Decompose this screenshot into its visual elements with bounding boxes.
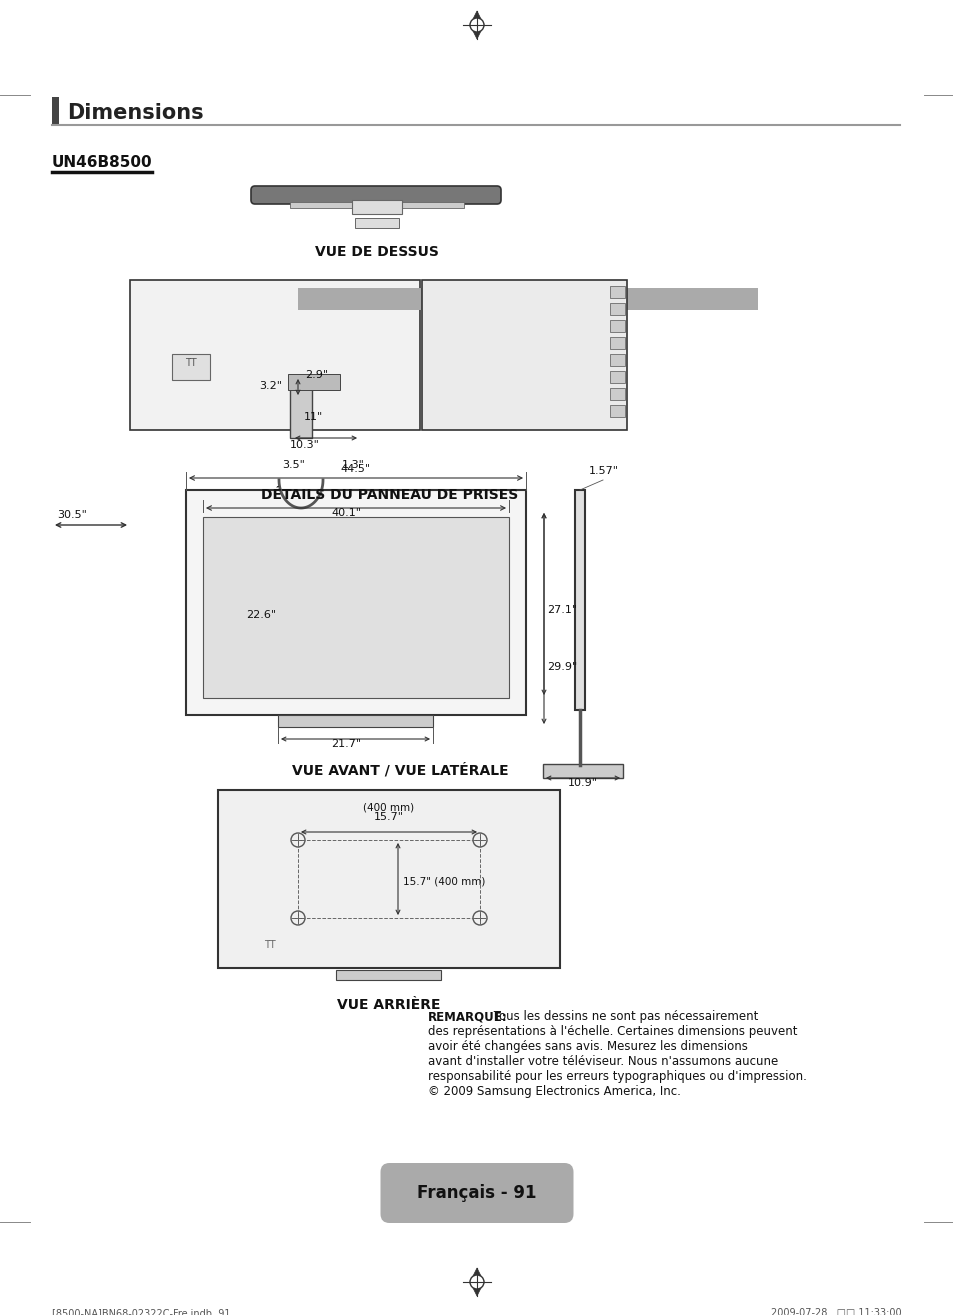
- Text: Français - 91: Français - 91: [416, 1184, 537, 1202]
- Bar: [186, 490, 525, 715]
- FancyBboxPatch shape: [380, 1162, 573, 1223]
- Text: Dimensions: Dimensions: [67, 103, 203, 124]
- Text: DÉTAILS DU PANNEAU DE PRISES: DÉTAILS DU PANNEAU DE PRISES: [261, 488, 518, 502]
- Text: © 2009 Samsung Electronics America, Inc.: © 2009 Samsung Electronics America, Inc.: [428, 1085, 680, 1098]
- Bar: [288, 373, 339, 391]
- Text: TT: TT: [185, 358, 196, 368]
- Bar: [609, 354, 624, 366]
- Text: 29.9": 29.9": [546, 661, 577, 672]
- Text: 3.5": 3.5": [282, 460, 305, 469]
- Bar: [297, 288, 758, 310]
- Text: 11": 11": [304, 412, 323, 422]
- Bar: [203, 517, 509, 698]
- Bar: [172, 354, 210, 380]
- Text: 2009-07-28   □□ 11:33:00: 2009-07-28 □□ 11:33:00: [771, 1308, 901, 1315]
- Polygon shape: [470, 11, 483, 39]
- Text: VUE ARRIÈRE: VUE ARRIÈRE: [337, 998, 440, 1013]
- Text: 40.1": 40.1": [331, 508, 360, 518]
- Bar: [130, 280, 419, 430]
- Text: 22.6": 22.6": [246, 609, 275, 619]
- Bar: [609, 285, 624, 299]
- Bar: [609, 388, 624, 400]
- Text: TT: TT: [264, 940, 275, 949]
- Bar: [355, 218, 398, 227]
- Bar: [352, 200, 401, 214]
- Text: 10.9": 10.9": [567, 778, 598, 788]
- Text: 30.5": 30.5": [57, 510, 87, 519]
- Bar: [609, 320, 624, 331]
- Text: VUE AVANT / VUE LATÉRALE: VUE AVANT / VUE LATÉRALE: [292, 763, 508, 777]
- Text: 1.3": 1.3": [341, 460, 364, 469]
- Bar: [542, 764, 622, 778]
- Bar: [52, 97, 59, 125]
- Text: UN46B8500: UN46B8500: [52, 155, 152, 170]
- Text: responsabilité pour les erreurs typographiques ou d'impression.: responsabilité pour les erreurs typograp…: [428, 1070, 806, 1084]
- Bar: [290, 203, 463, 208]
- Text: 3.2": 3.2": [258, 381, 282, 391]
- Bar: [290, 380, 312, 438]
- Text: avant d'installer votre téléviseur. Nous n'assumons aucune: avant d'installer votre téléviseur. Nous…: [428, 1055, 778, 1068]
- Text: 10.3": 10.3": [290, 441, 319, 450]
- Text: REMARQUE:: REMARQUE:: [428, 1010, 507, 1023]
- Text: 15.7": 15.7": [374, 811, 403, 822]
- Bar: [277, 715, 433, 727]
- Circle shape: [470, 1276, 483, 1289]
- Circle shape: [470, 18, 483, 32]
- Text: 15.7" (400 mm): 15.7" (400 mm): [402, 877, 485, 888]
- Bar: [609, 405, 624, 417]
- Text: des représentations à l'échelle. Certaines dimensions peuvent: des représentations à l'échelle. Certain…: [428, 1024, 797, 1038]
- FancyBboxPatch shape: [251, 185, 500, 204]
- Text: 44.5": 44.5": [340, 464, 371, 473]
- Text: 27.1": 27.1": [546, 605, 577, 614]
- Text: [8500-NA]BN68-02322C-Fre.indb  91: [8500-NA]BN68-02322C-Fre.indb 91: [52, 1308, 231, 1315]
- Bar: [575, 490, 584, 710]
- Bar: [421, 280, 626, 430]
- Text: VUE DE DESSUS: VUE DE DESSUS: [314, 245, 438, 259]
- Text: (400 mm): (400 mm): [363, 802, 415, 811]
- Bar: [218, 790, 559, 968]
- Polygon shape: [470, 1268, 483, 1297]
- Bar: [609, 371, 624, 383]
- Text: avoir été changées sans avis. Mesurez les dimensions: avoir été changées sans avis. Mesurez le…: [428, 1040, 747, 1053]
- Text: Tous les dessins ne sont pas nécessairement: Tous les dessins ne sont pas nécessairem…: [490, 1010, 758, 1023]
- Bar: [335, 970, 440, 980]
- Text: 1.57": 1.57": [588, 466, 618, 476]
- Bar: [609, 337, 624, 348]
- Text: 2.9": 2.9": [305, 370, 328, 380]
- Text: 21.7": 21.7": [331, 739, 360, 750]
- Bar: [609, 302, 624, 316]
